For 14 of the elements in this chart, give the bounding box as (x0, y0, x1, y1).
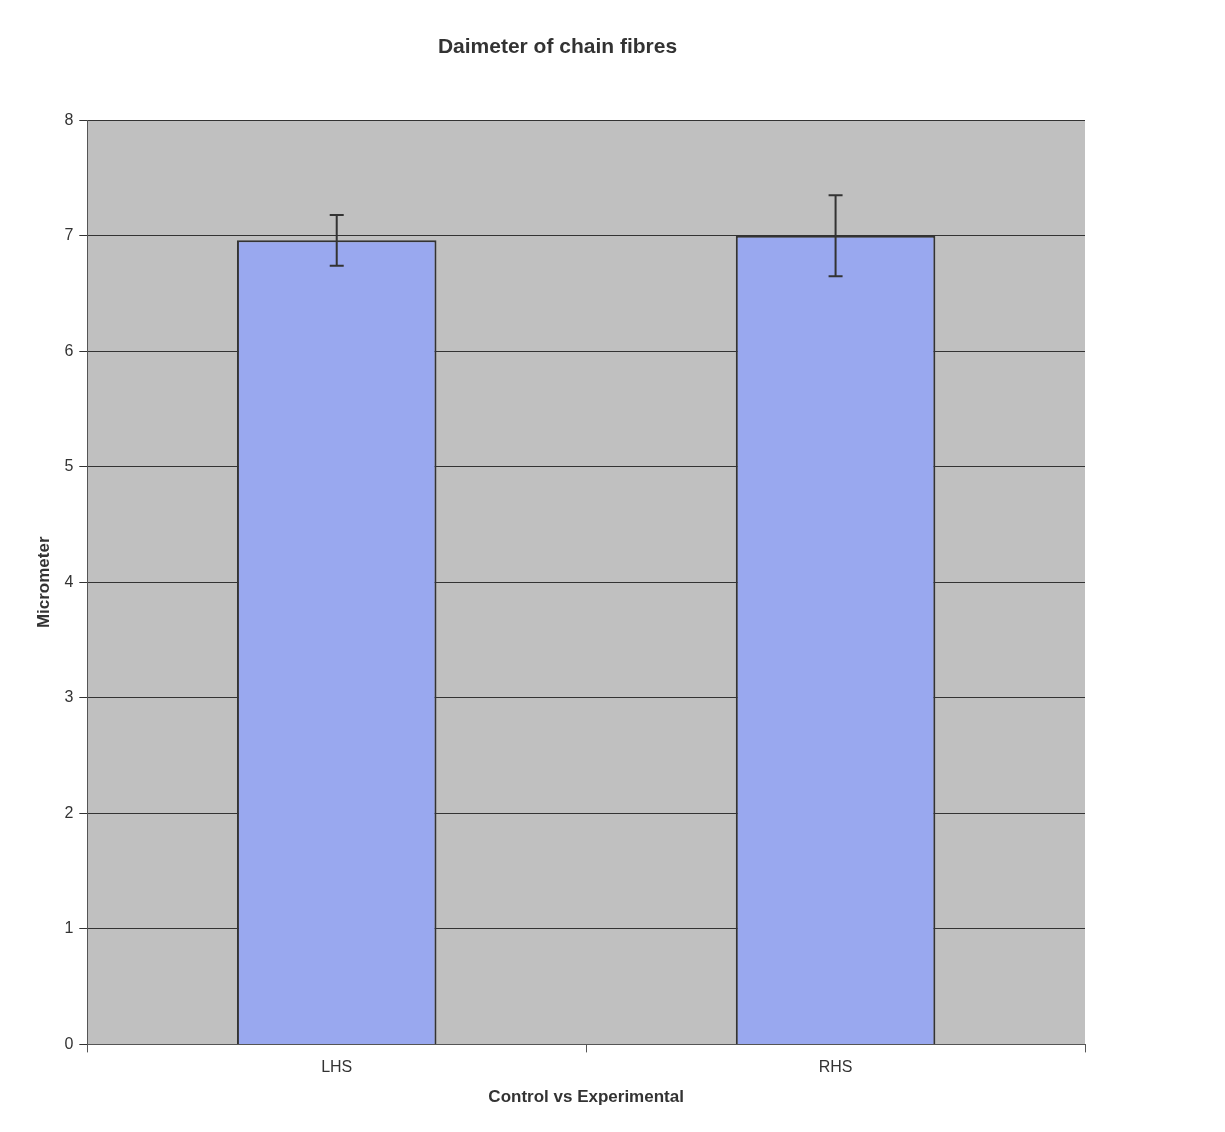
y-tick-label: 7 (64, 226, 74, 244)
x-tick-label: RHS (818, 1058, 853, 1076)
y-axis-title: Micrometer (33, 536, 53, 629)
y-tick-label: 8 (64, 110, 74, 128)
x-tick-label: LHS (321, 1058, 353, 1076)
y-tick-label: 0 (64, 1034, 74, 1052)
y-tick-label: 6 (64, 341, 74, 359)
y-tick-label: 2 (64, 803, 74, 821)
y-tick-label: 1 (64, 919, 74, 937)
x-axis-title: Control vs Experimental (488, 1087, 684, 1107)
y-tick-label: 3 (64, 688, 74, 706)
y-tick-label: 4 (64, 572, 74, 590)
y-tick-label: 5 (64, 457, 74, 475)
chart-title: Daimeter of chain fibres (437, 34, 678, 58)
